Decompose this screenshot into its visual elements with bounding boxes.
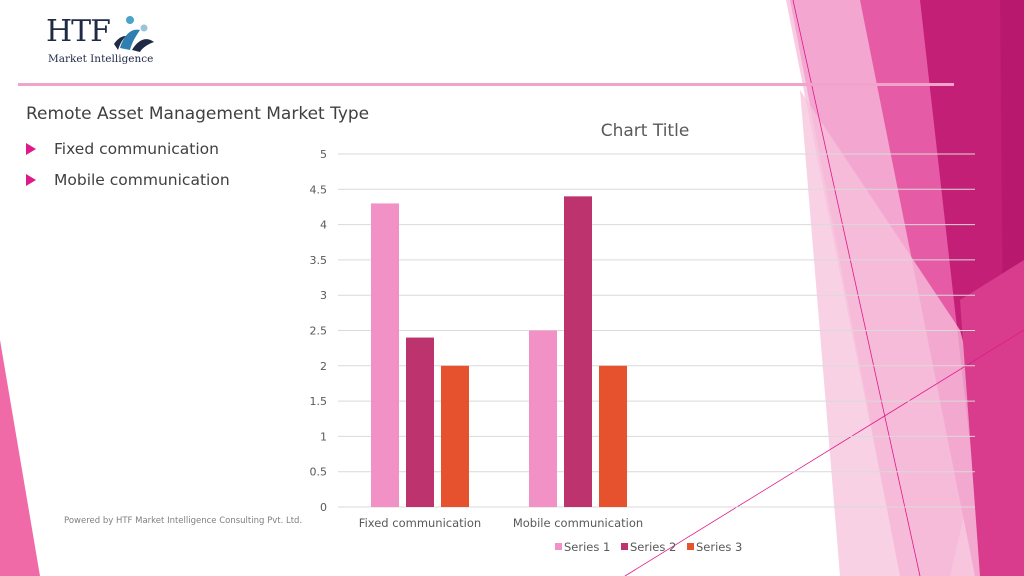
y-tick-label: 4 [320,219,327,232]
y-tick-label: 5 [320,148,327,161]
bar-series-1 [529,330,557,507]
legend-label: Series 3 [696,540,742,554]
logo-subtitle: Market Intelligence [48,53,154,65]
bullet-item: Fixed communication [26,138,230,169]
y-tick-label: 1 [320,430,327,443]
company-logo: HTF Market Intelligence [46,14,156,70]
y-tick-label: 3.5 [310,254,328,267]
legend-label: Series 2 [630,540,676,554]
y-tick-label: 0 [320,501,327,514]
x-tick-label: Mobile communication [513,516,643,530]
y-tick-label: 3 [320,289,327,302]
y-tick-label: 1.5 [310,395,328,408]
header-divider [18,83,954,86]
bar-series-2 [406,337,434,507]
bar-series-1 [371,203,399,508]
bar-series-3 [441,365,469,507]
bullet-label: Mobile communication [54,171,230,189]
triangle-bullet-icon [26,143,36,155]
y-tick-label: 0.5 [310,466,328,479]
triangle-bullet-icon [26,174,36,186]
y-tick-label: 2 [320,360,327,373]
legend-swatch [555,543,562,550]
legend-swatch [621,543,628,550]
x-tick-label: Fixed communication [359,516,481,530]
logo-figures-icon [114,16,154,52]
bullet-list: Fixed communication Mobile communication [26,138,230,200]
bar-series-2 [564,196,592,508]
bullet-label: Fixed communication [54,140,219,158]
footer-credit: Powered by HTF Market Intelligence Consu… [64,516,303,526]
y-tick-label: 2.5 [310,325,328,338]
logo-wordmark: HTF [46,14,111,49]
bar-series-3 [599,365,627,507]
legend-swatch [687,543,694,550]
slide-title: Remote Asset Management Market Type [26,104,370,124]
bullet-item: Mobile communication [26,169,230,200]
chart-title: Chart Title [601,121,690,141]
y-tick-label: 4.5 [310,183,328,196]
legend-label: Series 1 [564,540,610,554]
